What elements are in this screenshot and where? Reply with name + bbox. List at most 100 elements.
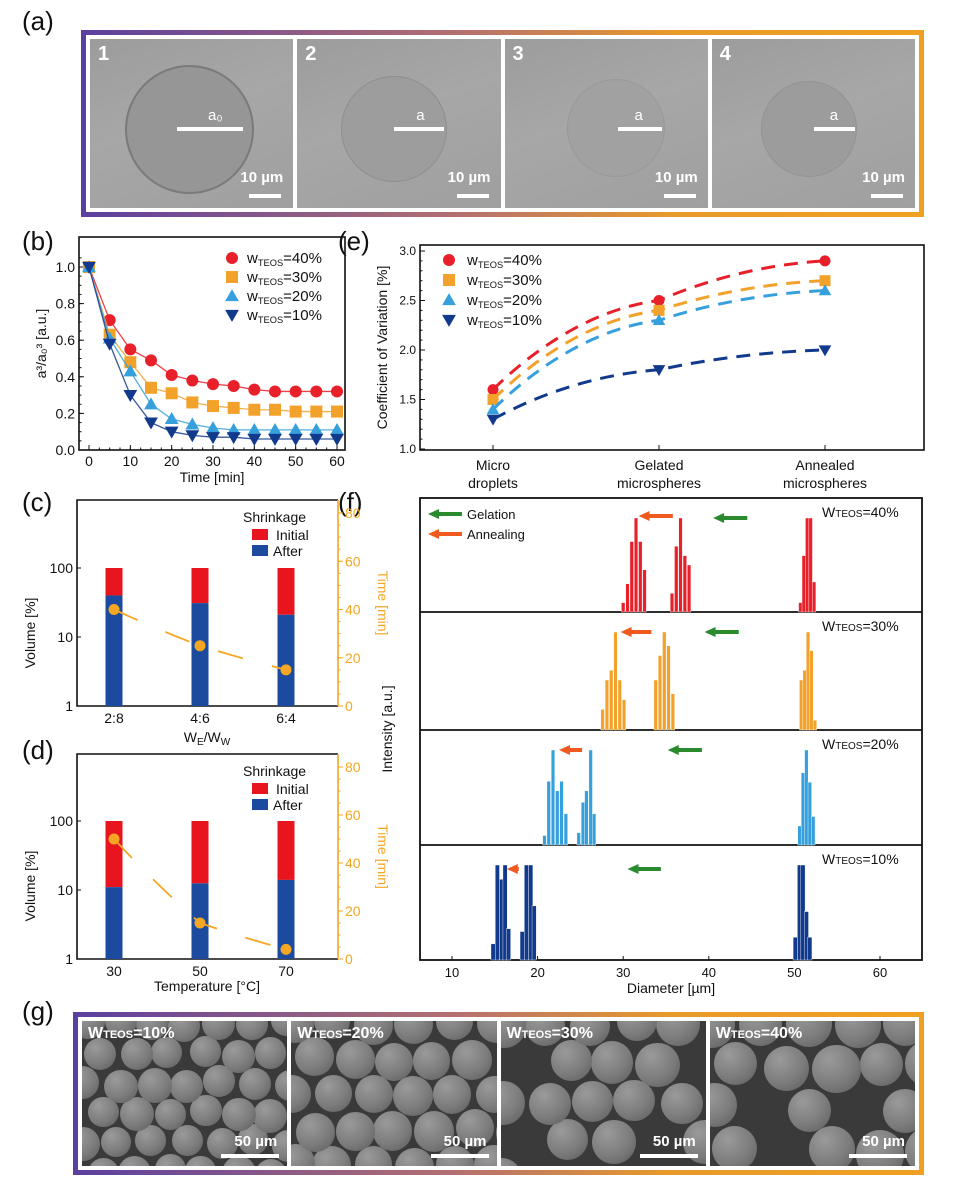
microsphere	[271, 1021, 288, 1037]
y-axis-label: Volume [%]	[22, 598, 38, 669]
y-tick-label: 10	[57, 882, 73, 898]
histogram-bar	[800, 772, 805, 846]
microsphere	[617, 1021, 658, 1042]
arrow-icon	[638, 511, 673, 521]
histogram-bar	[812, 581, 817, 613]
arrow-head	[667, 745, 679, 755]
bar-initial	[105, 568, 123, 596]
arrow-icon	[620, 627, 652, 637]
y-tick-label: 1	[65, 698, 73, 714]
data-point	[226, 422, 241, 435]
microsphere	[432, 1075, 472, 1115]
microsphere	[312, 1146, 352, 1166]
data-point	[819, 275, 831, 287]
x-axis-label: Temperature [°C]	[154, 978, 260, 994]
histogram-bar	[682, 555, 687, 613]
y-tick-label: 0.2	[56, 405, 76, 421]
data-point	[123, 364, 138, 377]
x-tick-label: microspheres	[617, 475, 701, 491]
data-point	[206, 421, 220, 434]
microsphere	[207, 1127, 239, 1159]
histogram-bar	[551, 749, 556, 846]
radius-bar	[394, 127, 445, 131]
y-tick-label: 3.0	[399, 244, 416, 258]
microsphere	[551, 1040, 592, 1081]
microsphere	[661, 1082, 703, 1125]
microsphere	[315, 1075, 353, 1112]
sem-label: WTEOS=10%	[88, 1025, 175, 1042]
x-axis-label: WE/WW	[184, 729, 231, 748]
y-axis-label: Volume [%]	[22, 851, 38, 922]
data-point	[144, 417, 158, 430]
y-tick-label: 10	[57, 629, 73, 645]
histogram-bar	[580, 802, 585, 846]
histogram-bar	[622, 699, 627, 731]
microsphere	[374, 1042, 413, 1082]
y-tick-label: 1.0	[56, 259, 76, 275]
microsphere	[435, 1021, 473, 1041]
microsphere	[170, 1070, 204, 1104]
data-point	[330, 433, 344, 446]
legend-label: wTEOS=10%	[246, 307, 322, 325]
histogram-bar	[653, 679, 658, 731]
microsphere	[185, 1155, 216, 1166]
y-tick-label: 2.5	[399, 294, 416, 308]
y2-tick-label: 20	[345, 903, 361, 919]
panel-label-e: (e)	[338, 226, 370, 256]
legend-label: wTEOS=40%	[466, 252, 542, 270]
data-point	[82, 261, 96, 274]
micrograph-index: 3	[512, 43, 524, 65]
y2-tick-label: 0	[345, 951, 353, 967]
arrow-head	[713, 513, 725, 523]
subplot-label: WTEOS=20%	[822, 736, 899, 752]
data-point	[207, 400, 219, 413]
data-point	[288, 433, 303, 446]
radius-label: a	[829, 107, 839, 124]
microsphere	[83, 1037, 116, 1070]
x-tick-label: 6:4	[276, 710, 296, 726]
microsphere	[635, 1042, 680, 1087]
x-tick-label: 40	[702, 965, 716, 980]
histogram-bar	[809, 650, 814, 731]
legend-label: wTEOS=30%	[466, 272, 542, 290]
sem-image-2: WTEOS=20% 50 µm	[291, 1021, 497, 1166]
subplot-40: WTEOS=40%	[621, 504, 899, 613]
histogram-bar	[670, 693, 675, 731]
x-tick-label: 2:8	[104, 710, 124, 726]
microsphere	[395, 1147, 435, 1166]
scale-bar	[430, 1154, 489, 1158]
x-tick-label: 20	[164, 453, 180, 469]
subplot-label: WTEOS=30%	[822, 618, 899, 634]
time-point	[194, 640, 206, 652]
microsphere	[254, 1036, 287, 1069]
microsphere	[236, 1021, 268, 1041]
histogram-bar	[576, 832, 581, 846]
y-axis-label: Intensity [a.u.]	[379, 685, 395, 772]
histogram-bar	[642, 569, 647, 613]
microsphere	[855, 1130, 905, 1166]
histogram-bar	[531, 905, 537, 961]
radius-label: a₀	[208, 107, 223, 124]
histogram-bar	[669, 593, 674, 613]
legend-marker	[442, 293, 456, 306]
arrow-icon	[667, 745, 702, 755]
histogram-bar	[792, 937, 798, 961]
arrow-head	[428, 509, 439, 519]
x-tick-label: Annealed	[795, 457, 854, 473]
microsphere	[709, 1083, 738, 1128]
y2-tick-label: 40	[345, 602, 361, 618]
legend-label: wTEOS=10%	[466, 312, 542, 330]
microsphere	[495, 1113, 497, 1154]
arrow-head	[704, 627, 716, 637]
microsphere	[500, 1080, 526, 1125]
micrograph-index: 4	[719, 43, 731, 65]
legend-label: Initial	[276, 781, 309, 797]
microsphere	[590, 1041, 634, 1084]
panel-label-b: (b)	[22, 226, 54, 256]
histogram-bar	[559, 781, 564, 846]
x-tick-label: 70	[278, 963, 294, 979]
micrograph-index: 2	[305, 43, 317, 65]
x-tick-label: 20	[530, 965, 544, 980]
time-point	[108, 833, 120, 845]
bar-after	[277, 879, 295, 959]
